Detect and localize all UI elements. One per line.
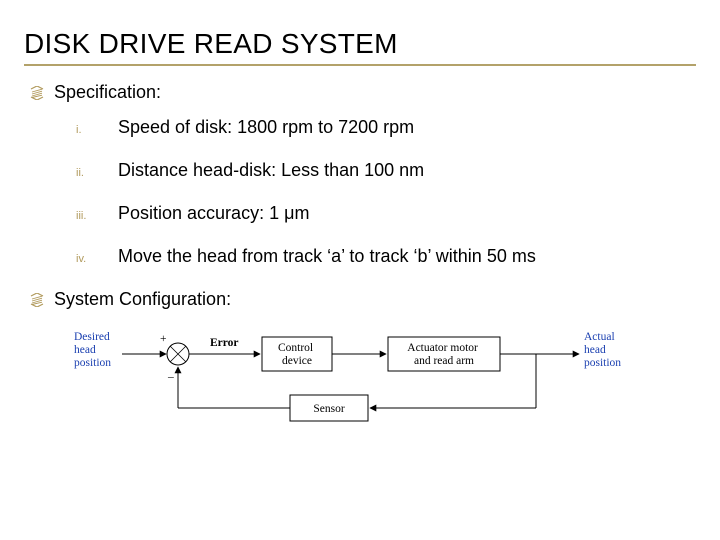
block-diagram: Desired head position + – Error Control …: [30, 322, 696, 437]
spec-item: ii. Distance head-disk: Less than 100 nm: [76, 160, 696, 181]
minus-sign: –: [167, 371, 174, 383]
label-error: Error: [210, 337, 239, 349]
bullet-icon: [30, 293, 44, 307]
spec-item: iii. Position accuracy: 1 μm: [76, 203, 696, 224]
config-heading: System Configuration:: [54, 289, 231, 310]
label-control: Control device: [278, 342, 316, 367]
bullet-icon: [30, 86, 44, 100]
plus-sign: +: [160, 333, 167, 345]
section-specification: Specification: i. Speed of disk: 1800 rp…: [24, 82, 696, 267]
section-config: System Configuration: Desired head posit…: [24, 289, 696, 437]
roman-numeral: iii.: [76, 210, 94, 222]
label-desired: Desired head position: [74, 331, 113, 369]
label-actual: Actual head position: [584, 331, 621, 369]
spec-item: iv. Move the head from track ‘a’ to trac…: [76, 246, 696, 267]
roman-numeral: ii.: [76, 167, 94, 179]
spec-text: Speed of disk: 1800 rpm to 7200 rpm: [118, 117, 414, 138]
spec-heading: Specification:: [54, 82, 161, 103]
spec-text: Position accuracy: 1 μm: [118, 203, 309, 224]
roman-numeral: i.: [76, 124, 94, 136]
label-sensor: Sensor: [313, 403, 344, 415]
spec-text: Move the head from track ‘a’ to track ‘b…: [118, 246, 536, 267]
spec-list: i. Speed of disk: 1800 rpm to 7200 rpm i…: [30, 117, 696, 267]
spec-text: Distance head-disk: Less than 100 nm: [118, 160, 424, 181]
roman-numeral: iv.: [76, 253, 94, 265]
label-actuator: Actuator motor and read arm: [407, 342, 480, 367]
spec-item: i. Speed of disk: 1800 rpm to 7200 rpm: [76, 117, 696, 138]
page-title: DISK DRIVE READ SYSTEM: [24, 28, 696, 66]
